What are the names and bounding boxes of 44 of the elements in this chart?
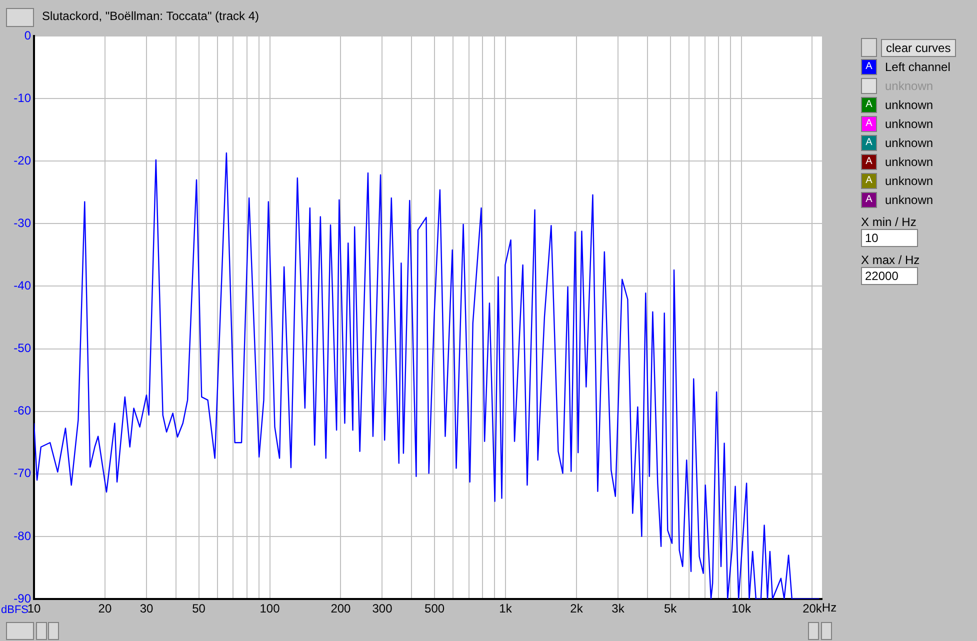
y-axis-title: dBFS [1, 604, 29, 616]
y-tick-label: -10 [14, 90, 32, 105]
text: X max / Hz [861, 253, 921, 267]
y-tick-label: -50 [14, 341, 32, 356]
x-tick-label: 30 [140, 602, 154, 616]
x-tick-label: 50 [192, 602, 206, 616]
x-tick-label: 300 [372, 602, 393, 616]
y-tick-label: -70 [14, 466, 32, 480]
y-tick-label: -30 [14, 216, 32, 230]
legend-label: unknown [885, 154, 934, 168]
x-tick-label: 2k [570, 602, 584, 616]
text: A [866, 156, 872, 166]
x-tick-label: 100 [260, 602, 280, 616]
y-tick-label: -40 [14, 278, 32, 293]
y-tick-label: 0 [24, 28, 32, 42]
x-tick-label: 500 [424, 602, 445, 616]
x-axis-title: Hz [822, 600, 837, 614]
text: X min / Hz [861, 215, 918, 229]
legend-label: unknown [885, 174, 934, 188]
x-tick-label: 20k [802, 602, 823, 616]
text: A [866, 118, 872, 128]
x-tick-label: 1k [499, 602, 513, 616]
legend-label: Left channel [885, 60, 950, 74]
x-tick-label: 20 [98, 602, 112, 616]
x-tick-label: 3k [612, 602, 626, 616]
y-tick-label: -80 [14, 528, 32, 543]
legend-label: unknown [885, 98, 934, 112]
y-tick-label: -20 [14, 153, 32, 168]
text: 10 [861, 229, 918, 247]
x-tick-label: 5k [664, 602, 678, 616]
text: A [866, 136, 872, 148]
x-tick-label: 200 [330, 602, 352, 616]
text: A [866, 174, 872, 186]
y-tick-label: -60 [14, 404, 32, 418]
chart-title: Slutackord, "Boëllman: Toccata" (track 4) [42, 9, 260, 23]
legend-label: unknown [885, 116, 934, 130]
x-tick-label: 10k [732, 602, 752, 616]
legend-label: unknown [885, 136, 934, 150]
text: 22000 [861, 267, 918, 285]
text: clear curves [881, 38, 956, 56]
text: A [866, 194, 872, 204]
text: A [866, 98, 872, 110]
text: A [861, 58, 877, 74]
legend-label: unknown [885, 192, 934, 206]
